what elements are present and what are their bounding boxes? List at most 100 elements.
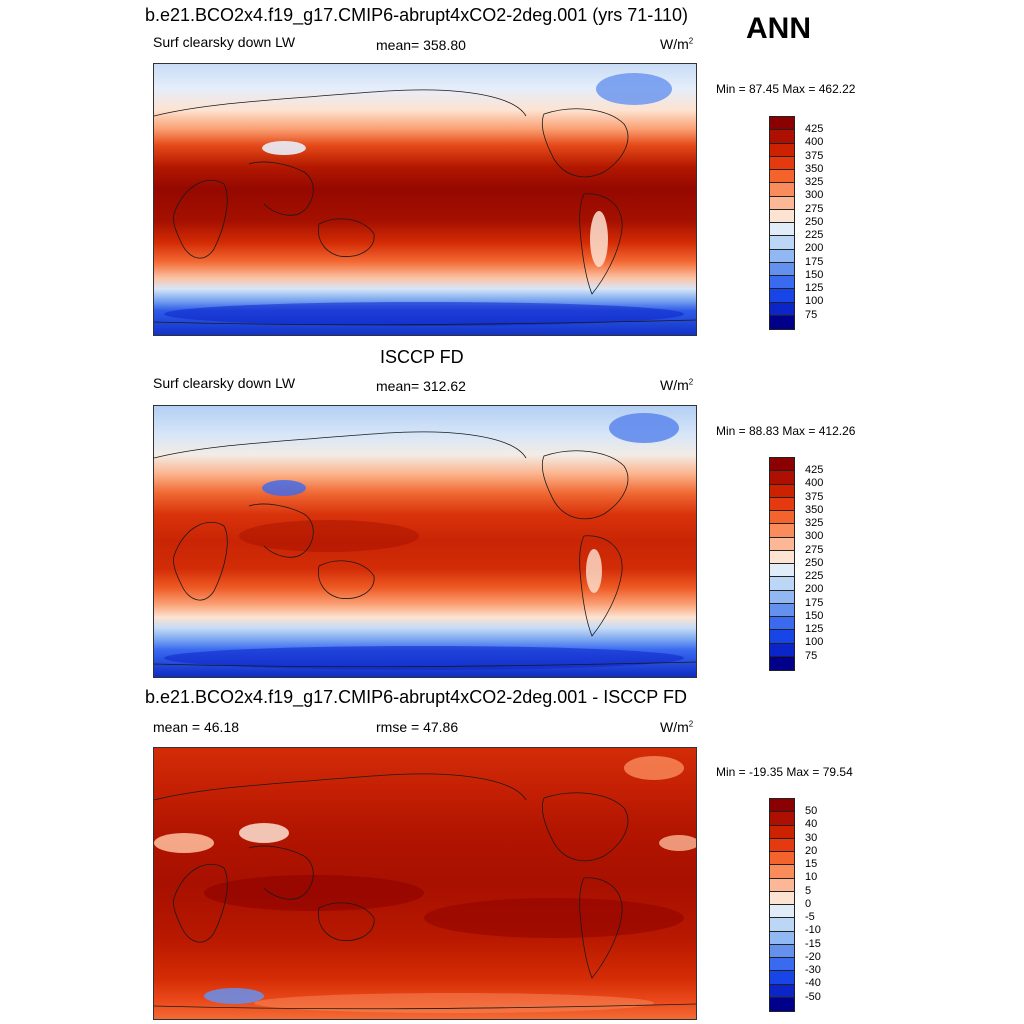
panel2-cbar-swatch <box>770 537 794 551</box>
panel2-cbar-tick: 75 <box>805 650 818 662</box>
panel1-cbar-swatch <box>770 262 794 276</box>
panel3-cbar-tick: -50 <box>805 991 821 1003</box>
panel1-cbar-tick: 350 <box>805 163 824 175</box>
panel3-cbar-swatch <box>770 812 794 826</box>
panel1-cbar-tick: 375 <box>805 150 824 162</box>
panel1-map <box>153 63 697 336</box>
panel3-cbar-tick: 40 <box>805 818 818 830</box>
panel2-cbar-swatch <box>770 630 794 644</box>
panel2-cbar-swatch <box>770 550 794 564</box>
panel3-cbar-tick: 50 <box>805 805 818 817</box>
panel1-cbar-tick: 125 <box>805 282 824 294</box>
panel2-cbar-tick: 275 <box>805 544 824 556</box>
panel3-units: W/m2 <box>660 719 694 735</box>
panel2-colorbar <box>769 457 795 671</box>
panel1-cbar-swatch <box>770 183 794 197</box>
panel1-cbar-swatch <box>770 315 794 329</box>
panel2-cbar-tick: 125 <box>805 623 824 635</box>
panel3-map <box>153 747 697 1020</box>
panel2-field <box>154 406 696 677</box>
panel3-cbar-tick: 20 <box>805 845 818 857</box>
panel3-cbar-tick: -30 <box>805 964 821 976</box>
panel2-cbar-tick: 200 <box>805 583 824 595</box>
panel2-cbar-tick: 400 <box>805 477 824 489</box>
panel3-cbar-tick: -15 <box>805 938 821 950</box>
panel3-cbar-tick: 30 <box>805 832 818 844</box>
panel1-cbar-tick: 300 <box>805 189 824 201</box>
panel2-cbar-swatch <box>770 617 794 631</box>
panel2-cbar-tick: 325 <box>805 517 824 529</box>
panel2-cbar-tick: 100 <box>805 636 824 648</box>
panel2-cbar-tick: 425 <box>805 464 824 476</box>
panel3-cbar-swatch <box>770 838 794 852</box>
panel3-cbar-swatch <box>770 958 794 972</box>
panel2-left-label: Surf clearsky down LW <box>153 375 296 391</box>
panel2-units: W/m2 <box>660 377 694 393</box>
panel3-cbar-tick: 10 <box>805 871 818 883</box>
panel1-cbar-swatch <box>770 276 794 290</box>
panel2-cbar-swatch <box>770 643 794 657</box>
panel1-cbar-swatch <box>770 170 794 184</box>
panel1-mean: mean= 358.80 <box>376 37 466 53</box>
panel3-cbar-tick: -40 <box>805 977 821 989</box>
panel3-cbar-tick: -5 <box>805 911 815 923</box>
panel2-cbar-swatch <box>770 656 794 670</box>
panel1-cbar-swatch <box>770 223 794 237</box>
panel2-cbar-swatch <box>770 497 794 511</box>
panel1-cbar-tick: 175 <box>805 256 824 268</box>
panel1-cbar-tick: 400 <box>805 136 824 148</box>
panel3-cbar-swatch <box>770 971 794 985</box>
panel3-cbar-swatch <box>770 878 794 892</box>
panel2-cbar-swatch <box>770 484 794 498</box>
panel2-cbar-tick: 150 <box>805 610 824 622</box>
panel2-cbar-swatch <box>770 524 794 538</box>
panel3-cbar-tick: 15 <box>805 858 818 870</box>
panel1-minmax: Min = 87.45 Max = 462.22 <box>716 82 856 96</box>
panel1-title: b.e21.BCO2x4.f19_g17.CMIP6-abrupt4xCO2-2… <box>145 5 688 25</box>
panel1-cbar-tick: 200 <box>805 242 824 254</box>
panel2-title: ISCCP FD <box>380 347 464 367</box>
panel1-cbar-tick: 100 <box>805 295 824 307</box>
panel1-cbar-tick: 425 <box>805 123 824 135</box>
panel3-cbar-tick: 5 <box>805 885 812 897</box>
panel3-cbar-swatch <box>770 944 794 958</box>
panel1-cbar-tick: 275 <box>805 203 824 215</box>
panel2-mean: mean= 312.62 <box>376 378 466 394</box>
panel3-cbar-swatch <box>770 891 794 905</box>
panel1-cbar-swatch <box>770 156 794 170</box>
panel1-cbar-tick: 225 <box>805 229 824 241</box>
panel1-cbar-swatch <box>770 209 794 223</box>
panel1-field <box>154 64 696 335</box>
panel1-cbar-swatch <box>770 196 794 210</box>
panel1-units: W/m2 <box>660 36 694 52</box>
panel3-cbar-swatch <box>770 905 794 919</box>
panel3-colorbar <box>769 798 795 1012</box>
panel2-cbar-swatch <box>770 603 794 617</box>
panel2-cbar-tick: 300 <box>805 530 824 542</box>
panel2-cbar-swatch <box>770 471 794 485</box>
panel1-cbar-tick: 250 <box>805 216 824 228</box>
panel2-cbar-tick: 375 <box>805 491 824 503</box>
panel3-cbar-tick: 0 <box>805 898 812 910</box>
panel3-cbar-tick: -20 <box>805 951 821 963</box>
panel1-cbar-tick: 150 <box>805 269 824 281</box>
panel1-cbar-swatch <box>770 302 794 316</box>
panel1-cbar-tick: 75 <box>805 309 818 321</box>
panel3-field <box>154 748 696 1019</box>
panel3-cbar-swatch <box>770 918 794 932</box>
panel1-cbar-swatch <box>770 289 794 303</box>
panel1-colorbar <box>769 116 795 330</box>
panel1-cbar-swatch <box>770 130 794 144</box>
panel1-cbar-tick: 325 <box>805 176 824 188</box>
panel1-left-label: Surf clearsky down LW <box>153 34 296 50</box>
panel3-title: b.e21.BCO2x4.f19_g17.CMIP6-abrupt4xCO2-2… <box>145 687 687 707</box>
panel2-cbar-tick: 350 <box>805 504 824 516</box>
panel3-cbar-swatch <box>770 825 794 839</box>
panel2-cbar-swatch <box>770 511 794 525</box>
panel3-cbar-swatch <box>770 931 794 945</box>
panel1-cbar-swatch <box>770 143 794 157</box>
panel1-cbar-swatch <box>770 249 794 263</box>
panel2-cbar-tick: 175 <box>805 597 824 609</box>
panel3-cbar-swatch <box>770 865 794 879</box>
panel2-cbar-swatch <box>770 458 794 472</box>
